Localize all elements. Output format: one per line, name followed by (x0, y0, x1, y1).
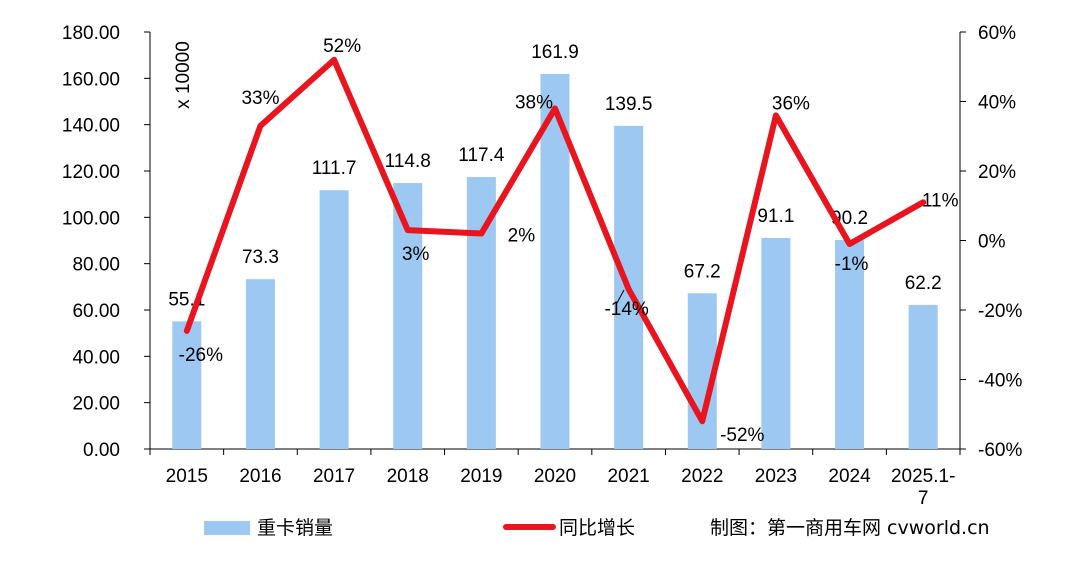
bar (761, 237, 791, 449)
line-value-label: 36% (772, 93, 810, 114)
x-tick-label: 2015 (166, 466, 208, 487)
x-tick-label: 2025.1-7 (891, 466, 955, 509)
bar-value-label: 67.2 (684, 261, 721, 282)
bar (172, 321, 202, 449)
left-tick-label: 40.00 (72, 347, 120, 368)
line-value-label: 33% (241, 88, 279, 109)
bar (908, 304, 938, 449)
bar-value-label: 91.1 (757, 206, 794, 227)
x-tick-label: 2020 (534, 466, 576, 487)
right-tick-label: -20% (978, 301, 1022, 322)
left-tick-label: 100.00 (62, 208, 120, 229)
left-tick-label: 20.00 (72, 394, 120, 415)
left-tick-label: 180.00 (62, 23, 120, 44)
line-value-label: 52% (323, 36, 361, 57)
left-axis-unit-label: x 10000 (173, 41, 194, 109)
x-tick-label: 2021 (607, 466, 649, 487)
x-tick-label: 2022 (681, 466, 723, 487)
bar-value-label: 73.3 (242, 247, 279, 268)
line-value-label: 2% (508, 226, 536, 247)
line-value-label: 11% (922, 190, 959, 211)
bar (835, 240, 865, 449)
bar-value-label: 139.5 (605, 94, 653, 115)
x-tick-label: 2016 (239, 466, 281, 487)
label-leader-line (616, 289, 625, 304)
line-value-label: -14% (604, 299, 648, 320)
right-tick-label: 40% (978, 93, 1016, 114)
right-tick-label: 20% (978, 162, 1016, 183)
x-tick-label-line: 2025.1- (891, 466, 955, 487)
bar (245, 279, 275, 449)
legend-label-bar: 重卡销量 (257, 517, 333, 539)
line-value-label: 38% (515, 92, 553, 113)
line-value-label: -1% (835, 254, 869, 275)
left-tick-label: 120.00 (62, 162, 120, 183)
bar-value-label: 117.4 (458, 145, 505, 166)
line-value-label: -26% (179, 345, 223, 366)
left-tick-label: 60.00 (72, 301, 120, 322)
right-tick-label: 0% (978, 232, 1006, 253)
left-tick-label: 160.00 (62, 69, 120, 90)
x-tick-label: 2019 (460, 466, 502, 487)
left-tick-label: 80.00 (72, 255, 120, 276)
bar-value-label: 161.9 (531, 42, 579, 63)
legend-label-line: 同比增长 (559, 517, 635, 539)
bar (319, 190, 349, 449)
x-tick-label: 2023 (755, 466, 797, 487)
right-tick-label: -40% (978, 371, 1022, 392)
bar-value-label: 114.8 (385, 151, 431, 172)
source-note: 制图：第一商用车网 cvworld.cn (710, 517, 990, 539)
x-tick-label-line: 7 (918, 488, 929, 509)
left-tick-label: 0.00 (83, 440, 120, 461)
line-value-label: 3% (402, 244, 430, 265)
x-tick-label: 2017 (313, 466, 355, 487)
line-value-label: -52% (720, 425, 764, 446)
bar-value-label: 111.7 (312, 158, 357, 179)
right-tick-label: -60% (978, 440, 1022, 461)
bar-value-label: 62.2 (905, 273, 942, 294)
growth-line (183, 56, 927, 425)
x-tick-label: 2018 (387, 466, 429, 487)
right-tick-label: 60% (978, 23, 1016, 44)
left-tick-label: 140.00 (62, 116, 120, 137)
legend-swatch-bar (204, 521, 250, 535)
x-tick-label: 2024 (828, 466, 871, 487)
